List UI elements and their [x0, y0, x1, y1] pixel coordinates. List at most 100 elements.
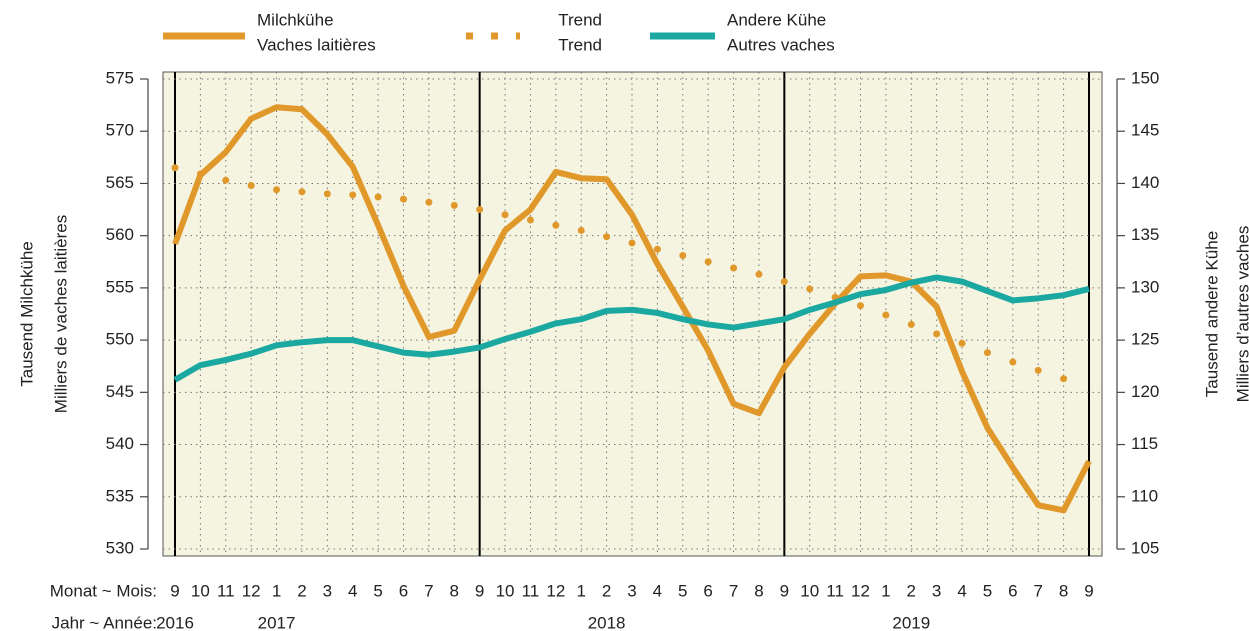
x-tick-label: 12	[546, 581, 565, 600]
year-label: 2017	[258, 613, 296, 631]
x-tick-label: 10	[191, 581, 210, 600]
x-tick-label: 9	[170, 581, 179, 600]
y2-tick-label: 120	[1131, 382, 1159, 401]
x-tick-label: 6	[1008, 581, 1017, 600]
x-tick-label: 2	[602, 581, 611, 600]
trend-dot	[1009, 358, 1017, 366]
trend-dot	[273, 186, 281, 194]
x-tick-label: 12	[242, 581, 261, 600]
trend-dot	[882, 311, 890, 319]
trend-dot	[476, 206, 484, 214]
legend-label: Trend	[558, 10, 602, 29]
year-label: 2016	[156, 613, 194, 631]
trend-dot	[552, 221, 560, 229]
trend-dot	[780, 278, 788, 286]
trend-dot	[806, 285, 814, 293]
trend-dot	[603, 233, 611, 241]
trend-dot	[679, 252, 687, 260]
x-tick-label: 11	[522, 581, 540, 600]
x-tick-label: 3	[627, 581, 636, 600]
x-tick-label: 5	[373, 581, 382, 600]
x-axis-label: Jahr ~ Année:	[52, 613, 157, 631]
y2-tick-label: 125	[1131, 330, 1159, 349]
y-tick-label: 575	[106, 68, 134, 87]
y2-tick-label: 130	[1131, 277, 1159, 296]
x-tick-label: 1	[881, 581, 890, 600]
trend-dot	[450, 201, 458, 209]
trend-dot	[704, 258, 712, 266]
y-tick-label: 560	[106, 225, 134, 244]
x-tick-label: 3	[932, 581, 941, 600]
y2-axis-title: Milliers d’autres vaches	[1233, 226, 1249, 403]
x-tick-label: 9	[1084, 581, 1093, 600]
y-axis-title: Milliers de vaches laitières	[51, 215, 70, 413]
y2-tick-label: 140	[1131, 173, 1159, 192]
x-tick-label: 11	[826, 581, 844, 600]
x-tick-label: 2	[297, 581, 306, 600]
trend-dot	[628, 239, 636, 247]
y2-tick-label: 150	[1131, 68, 1159, 87]
trend-dot	[374, 193, 382, 201]
x-tick-label: 10	[496, 581, 515, 600]
x-tick-label: 4	[957, 581, 966, 600]
x-tick-label: 7	[424, 581, 433, 600]
trend-dot	[907, 320, 915, 328]
x-tick-label: 12	[851, 581, 870, 600]
x-tick-label: 8	[1059, 581, 1068, 600]
x-tick-label: 3	[323, 581, 332, 600]
x-tick-label: 9	[780, 581, 789, 600]
x-tick-label: 4	[348, 581, 357, 600]
x-tick-label: 10	[800, 581, 819, 600]
trend-dot	[298, 188, 306, 196]
trend-dot	[526, 216, 534, 224]
y-axis-title: Tausend Milchkühe	[17, 241, 36, 387]
x-tick-label: 8	[754, 581, 763, 600]
y-tick-label: 570	[106, 121, 134, 140]
trend-dot	[577, 226, 585, 234]
x-tick-label: 7	[729, 581, 738, 600]
trend-dot	[171, 164, 179, 172]
trend-dot	[323, 190, 331, 198]
trend-dot	[933, 330, 941, 338]
trend-dot	[1034, 366, 1042, 374]
x-tick-label: 8	[450, 581, 459, 600]
trend-dot	[983, 349, 991, 357]
y2-tick-label: 105	[1131, 538, 1159, 557]
trend-dot	[247, 182, 255, 190]
y2-tick-label: 110	[1131, 486, 1158, 505]
y-tick-label: 565	[106, 173, 134, 192]
y2-tick-label: 145	[1131, 121, 1159, 140]
y-tick-label: 545	[106, 382, 134, 401]
legend-label: Andere Kühe	[727, 10, 826, 29]
y2-axis-title: Tausend andere Kühe	[1202, 231, 1221, 397]
x-tick-label: 7	[1033, 581, 1042, 600]
x-axis-label: Monat ~ Mois:	[50, 581, 157, 600]
x-tick-label: 11	[217, 581, 235, 600]
y-tick-label: 555	[106, 277, 134, 296]
x-tick-label: 6	[703, 581, 712, 600]
y-tick-label: 550	[106, 330, 134, 349]
trend-dot	[501, 211, 509, 219]
y-tick-label: 535	[106, 486, 134, 505]
year-label: 2019	[892, 613, 930, 631]
y-tick-label: 530	[106, 538, 134, 557]
x-tick-label: 9	[475, 581, 484, 600]
trend-dot	[349, 191, 357, 199]
trend-dot	[730, 264, 738, 272]
trend-dot	[857, 302, 864, 310]
x-tick-label: 4	[653, 581, 662, 600]
trend-dot	[400, 195, 407, 203]
trend-dot	[1060, 375, 1068, 383]
trend-dot	[425, 198, 433, 206]
x-tick-label: 1	[272, 581, 281, 600]
y2-tick-label: 135	[1131, 225, 1159, 244]
x-tick-label: 6	[399, 581, 408, 600]
legend-label: Milchkühe	[257, 10, 334, 29]
x-tick-label: 5	[983, 581, 992, 600]
year-label: 2018	[588, 613, 626, 631]
series-line	[172, 104, 1092, 514]
trend-dot	[958, 339, 966, 347]
y2-tick-label: 115	[1131, 434, 1158, 453]
trend-dot	[222, 176, 230, 184]
